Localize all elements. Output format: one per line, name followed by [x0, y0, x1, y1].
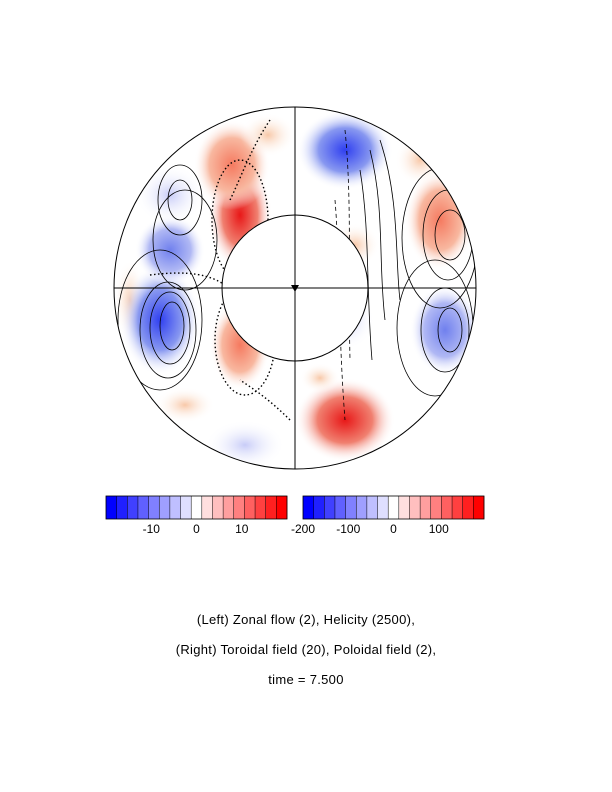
- left-colorbar-tick-label: 10: [235, 522, 249, 536]
- right-colorbar-swatch: [398, 496, 410, 519]
- right-colorbar-swatch: [356, 496, 368, 519]
- caption-line-2: (Right) Toroidal field (20), Poloidal fi…: [175, 642, 437, 657]
- caption-line-3: time = 7.500: [268, 672, 344, 687]
- left-colorbar-swatch: [169, 496, 181, 519]
- right-colorbar-frame: [302, 495, 485, 520]
- right-colorbar-swatch: [473, 496, 485, 519]
- left-colorbar-swatch: [276, 496, 288, 519]
- left-colorbar: -10 0 10: [105, 495, 288, 536]
- right-colorbar-swatch: [303, 496, 314, 519]
- left-colorbar-swatch: [191, 496, 203, 519]
- left-colorbar-swatch: [148, 496, 160, 519]
- left-colorbar-swatch: [265, 496, 277, 519]
- shell-plot: [113, 106, 477, 470]
- left-colorbar-swatch: [106, 496, 117, 519]
- right-colorbar-swatch: [388, 496, 400, 519]
- left-colorbar-swatch: [159, 496, 171, 519]
- right-colorbar: -200 -100 0 100: [291, 495, 485, 536]
- left-colorbar-swatch: [137, 496, 149, 519]
- right-colorbar-swatch: [377, 496, 389, 519]
- right-colorbar-swatch: [334, 496, 346, 519]
- left-colorbar-swatch: [255, 496, 267, 519]
- left-colorbar-swatch: [201, 496, 213, 519]
- left-colorbar-swatch: [233, 496, 245, 519]
- left-colorbar-frame: [105, 495, 288, 520]
- left-colorbar-swatch: [180, 496, 192, 519]
- left-colorbar-swatch: [116, 496, 128, 519]
- right-colorbar-tick-label: -200: [291, 522, 315, 536]
- right-colorbar-tick-label: -100: [336, 522, 360, 536]
- right-colorbar-swatch: [441, 496, 453, 519]
- right-colorbar-swatch: [420, 496, 432, 519]
- right-colorbar-swatch: [462, 496, 474, 519]
- right-colorbar-swatch: [430, 496, 442, 519]
- right-colorbar-swatch: [366, 496, 378, 519]
- right-colorbar-swatch: [313, 496, 325, 519]
- left-colorbar-swatch: [223, 496, 235, 519]
- right-colorbar-swatch: [409, 496, 421, 519]
- caption-line-1: (Left) Zonal flow (2), Helicity (2500),: [196, 612, 416, 627]
- right-colorbar-swatch: [345, 496, 357, 519]
- arrow-marker: [291, 285, 299, 292]
- right-colorbar-tick-label: 0: [390, 522, 397, 536]
- right-colorbar-swatch: [452, 496, 464, 519]
- left-colorbar-tick-label: 0: [193, 522, 200, 536]
- left-colorbar-swatch: [212, 496, 224, 519]
- right-colorbar-swatch: [324, 496, 336, 519]
- left-colorbar-tick-label: -10: [143, 522, 161, 536]
- left-colorbar-swatch: [244, 496, 256, 519]
- right-colorbar-tick-label: 100: [429, 522, 449, 536]
- left-colorbar-swatch: [127, 496, 139, 519]
